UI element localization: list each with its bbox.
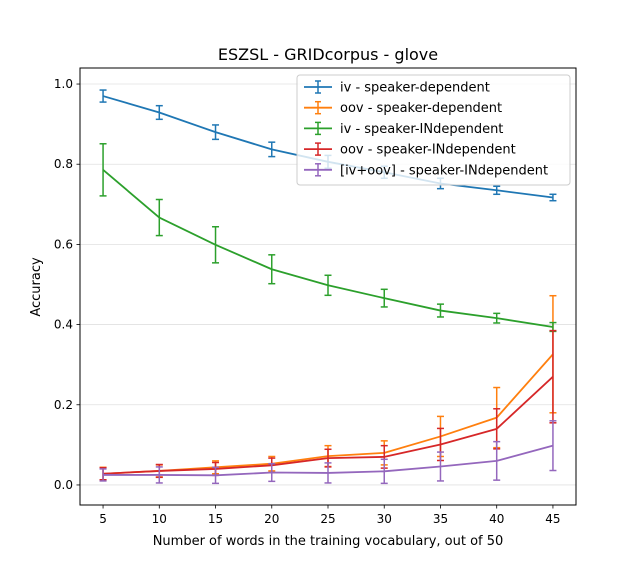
legend-label: oov - speaker-INdependent — [340, 143, 516, 158]
y-tick-label: 0.2 — [54, 398, 73, 412]
chart-title: ESZSL - GRIDcorpus - glove — [218, 45, 438, 64]
legend-label: [iv+oov] - speaker-INdependent — [340, 163, 548, 178]
y-tick-label: 0.0 — [54, 478, 73, 492]
legend-box — [296, 74, 571, 186]
x-tick-label: 45 — [545, 512, 560, 526]
series-line — [103, 444, 554, 477]
y-tick-label: 0.8 — [54, 157, 73, 171]
y-tick-label: 0.4 — [54, 318, 73, 332]
legend-entry: oov - speaker-INdependent — [304, 142, 516, 158]
legend-label: iv - speaker-dependent — [340, 81, 490, 96]
legend-label: oov - speaker-dependent — [340, 101, 502, 116]
x-axis-label: Number of words in the training vocabula… — [153, 534, 504, 549]
legend-label: iv - speaker-INdependent — [340, 122, 503, 137]
y-tick-label: 0.6 — [54, 237, 73, 251]
legend-entry: iv - speaker-dependent — [304, 80, 490, 96]
legend-entry: [iv+oov] - speaker-INdependent — [304, 163, 548, 178]
axis-ticks: 0.0 0.2 0.4 0.6 0.8 1.0 5 10 15 20 25 30 35 40 45 — [54, 77, 561, 526]
series-line — [103, 376, 554, 475]
x-tick-label: 10 — [152, 512, 167, 526]
x-tick-label: 25 — [320, 512, 335, 526]
y-axis-label: Accuracy — [29, 257, 44, 317]
x-tick-label: 5 — [99, 512, 107, 526]
x-tick-label: 30 — [377, 512, 392, 526]
series-5 — [99, 420, 557, 485]
x-tick-label: 15 — [208, 512, 223, 526]
legend: iv - speaker-dependent oov - speaker-depe… — [296, 74, 571, 186]
legend-entry: oov - speaker-dependent — [304, 100, 502, 116]
y-tick-label: 1.0 — [54, 77, 73, 91]
x-tick-label: 20 — [264, 512, 279, 526]
x-tick-label: 35 — [433, 512, 448, 526]
series-3 — [99, 143, 557, 333]
legend-entry: iv - speaker-INdependent — [304, 121, 503, 137]
x-tick-label: 40 — [489, 512, 504, 526]
series-line — [102, 169, 554, 328]
